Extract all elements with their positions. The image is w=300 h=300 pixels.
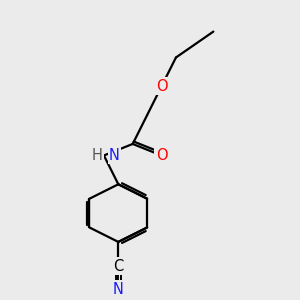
Text: O: O [156,79,167,94]
Text: C: C [113,259,123,274]
Text: N: N [113,282,124,297]
Text: H: H [92,148,103,163]
Text: N: N [109,148,120,163]
Text: O: O [156,148,167,163]
